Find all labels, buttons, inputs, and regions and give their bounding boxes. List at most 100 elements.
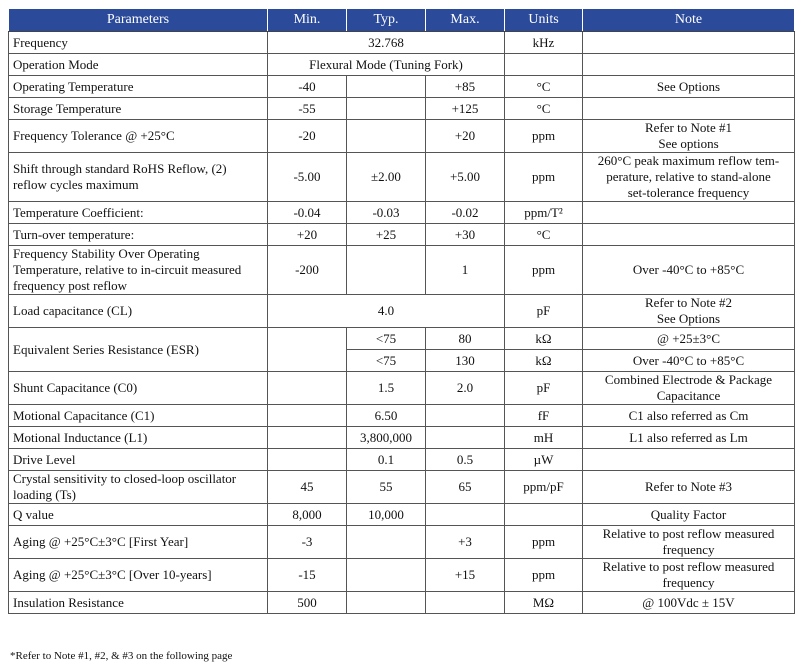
units-cell: kHz	[504, 31, 583, 54]
max-cell: +3	[425, 525, 505, 559]
header-min: Min.	[267, 8, 347, 32]
note-cell: Over -40°C to +85°C	[582, 245, 795, 295]
max-cell: +20	[425, 119, 505, 153]
note-line: Capacitance	[656, 388, 721, 403]
header-note: Note	[582, 8, 795, 32]
typ-cell: Flexural Mode (Tuning Fork)	[267, 53, 505, 76]
row-shift-reflow: Shift through standard RoHS Reflow, (2) …	[8, 152, 795, 202]
note-line: frequency	[662, 542, 715, 557]
note-cell	[582, 97, 795, 120]
param-cell: Temperature Coefficient:	[8, 201, 268, 224]
note-line: See options	[658, 136, 719, 151]
min-cell: +20	[267, 223, 347, 246]
max-cell: -0.02	[425, 201, 505, 224]
param-cell: Operating Temperature	[8, 75, 268, 98]
note-cell: Over -40°C to +85°C	[582, 349, 795, 372]
typ-cell: 3,800,000	[346, 426, 426, 449]
units-cell: pF	[504, 294, 583, 328]
min-cell: -200	[267, 245, 347, 295]
param-cell: Q value	[8, 503, 268, 526]
row-temperature-coefficient: Temperature Coefficient: -0.04 -0.03 -0.…	[8, 201, 795, 224]
note-cell: Refer to Note #1 See options	[582, 119, 795, 153]
param-line: Frequency Stability Over Operating	[13, 246, 200, 261]
row-storage-temperature: Storage Temperature -55 +125 °C	[8, 97, 795, 120]
max-cell: 80	[425, 327, 505, 350]
param-cell: Aging @ +25°C±3°C [Over 10-years]	[8, 558, 268, 592]
row-operating-temperature: Operating Temperature -40 +85 °C See Opt…	[8, 75, 795, 98]
param-line: frequency post reflow	[13, 278, 128, 293]
footnote: *Refer to Note #1, #2, & #3 on the follo…	[10, 650, 233, 662]
min-cell	[267, 448, 347, 471]
note-cell: @ +25±3°C	[582, 327, 795, 350]
units-cell: °C	[504, 97, 583, 120]
typ-cell: +25	[346, 223, 426, 246]
note-line: Refer to Note #2	[644, 295, 732, 310]
param-cell: Shift through standard RoHS Reflow, (2) …	[8, 152, 268, 202]
param-cell: Frequency	[8, 31, 268, 54]
note-line: Relative to post reflow measured	[602, 526, 775, 541]
min-cell	[267, 404, 347, 427]
note-cell	[582, 223, 795, 246]
note-cell	[582, 201, 795, 224]
units-cell: kΩ	[504, 327, 583, 350]
note-line: frequency	[662, 575, 715, 590]
typ-cell: <75	[346, 327, 426, 350]
note-line: perature, relative to stand-alone	[606, 169, 771, 184]
max-cell	[425, 426, 505, 449]
note-cell	[582, 53, 795, 76]
min-cell: -0.04	[267, 201, 347, 224]
row-frequency: Frequency 32.768 kHz	[8, 31, 795, 54]
typ-cell: 6.50	[346, 404, 426, 427]
units-cell: ppm	[504, 152, 583, 202]
note-cell	[582, 448, 795, 471]
row-motional-capacitance: Motional Capacitance (C1) 6.50 fF C1 als…	[8, 404, 795, 427]
units-cell	[504, 503, 583, 526]
typ-cell: -0.03	[346, 201, 426, 224]
row-frequency-stability: Frequency Stability Over Operating Tempe…	[8, 245, 795, 295]
min-cell	[267, 327, 347, 372]
param-cell: Crystal sensitivity to closed-loop oscil…	[8, 470, 268, 504]
min-cell: -20	[267, 119, 347, 153]
typ-cell	[346, 245, 426, 295]
header-row: Parameters Min. Typ. Max. Units Note	[8, 8, 795, 32]
note-cell: Quality Factor	[582, 503, 795, 526]
units-cell: ppm	[504, 558, 583, 592]
typ-cell	[346, 75, 426, 98]
min-cell	[267, 426, 347, 449]
max-cell: 130	[425, 349, 505, 372]
row-turnover-temperature: Turn-over temperature: +20 +25 +30 °C	[8, 223, 795, 246]
param-cell: Operation Mode	[8, 53, 268, 76]
typ-cell: 10,000	[346, 503, 426, 526]
note-cell: Refer to Note #3	[582, 470, 795, 504]
typ-cell	[346, 97, 426, 120]
param-cell: Frequency Tolerance @ +25°C	[8, 119, 268, 153]
units-cell: ppm/T²	[504, 201, 583, 224]
typ-cell: ±2.00	[346, 152, 426, 202]
max-cell: 2.0	[425, 371, 505, 405]
header-typ: Typ.	[346, 8, 426, 32]
max-cell: +15	[425, 558, 505, 592]
param-line: loading (Ts)	[13, 487, 76, 502]
header-units: Units	[504, 8, 583, 32]
note-cell: @ 100Vdc ± 15V	[582, 591, 795, 614]
min-cell: 8,000	[267, 503, 347, 526]
note-cell: Relative to post reflow measured frequen…	[582, 525, 795, 559]
header-max: Max.	[425, 8, 505, 32]
row-crystal-sensitivity: Crystal sensitivity to closed-loop oscil…	[8, 470, 795, 504]
note-cell: L1 also referred as Lm	[582, 426, 795, 449]
note-line: Combined Electrode & Package	[604, 372, 773, 387]
row-q-value: Q value 8,000 10,000 Quality Factor	[8, 503, 795, 526]
typ-cell	[346, 558, 426, 592]
param-cell: Aging @ +25°C±3°C [First Year]	[8, 525, 268, 559]
spec-table-container: Parameters Min. Typ. Max. Units Note Fre…	[8, 8, 795, 614]
typ-cell: 1.5	[346, 371, 426, 405]
param-cell: Shunt Capacitance (C0)	[8, 371, 268, 405]
min-cell: -15	[267, 558, 347, 592]
units-cell: mH	[504, 426, 583, 449]
max-cell: +85	[425, 75, 505, 98]
max-cell	[425, 591, 505, 614]
note-cell: See Options	[582, 75, 795, 98]
row-drive-level: Drive Level 0.1 0.5 µW	[8, 448, 795, 471]
param-cell: Equivalent Series Resistance (ESR)	[8, 327, 268, 372]
note-cell: C1 also referred as Cm	[582, 404, 795, 427]
